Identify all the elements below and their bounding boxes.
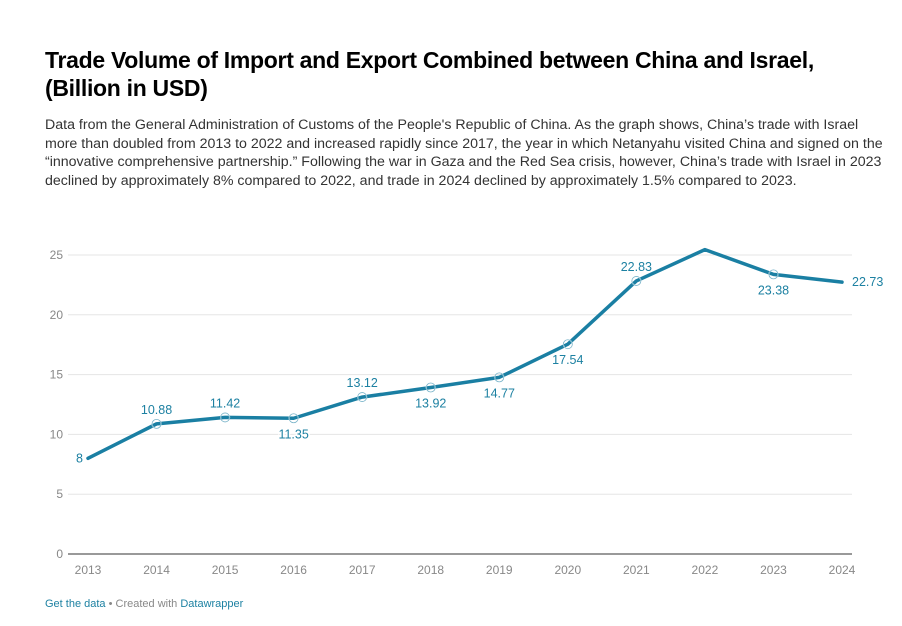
data-label: 10.88 bbox=[141, 403, 172, 417]
datawrapper-link[interactable]: Datawrapper bbox=[180, 598, 244, 610]
chart-title: Trade Volume of Import and Export Combin… bbox=[45, 47, 814, 101]
data-label: 14.77 bbox=[484, 386, 515, 400]
data-point bbox=[562, 339, 573, 350]
data-point bbox=[220, 412, 230, 423]
data-point bbox=[631, 276, 642, 286]
x-tick-label: 2016 bbox=[280, 563, 307, 577]
x-tick-label: 2020 bbox=[554, 563, 581, 577]
y-tick-label: 5 bbox=[56, 487, 63, 501]
data-label: 8 bbox=[76, 451, 83, 465]
x-tick-label: 2015 bbox=[212, 563, 239, 577]
data-label: 11.35 bbox=[278, 427, 308, 441]
x-tick-label: 2024 bbox=[829, 563, 856, 577]
data-point bbox=[357, 392, 368, 402]
y-tick-label: 15 bbox=[50, 368, 64, 382]
series-line bbox=[86, 247, 844, 461]
x-tick-label: 2022 bbox=[692, 563, 719, 577]
footer-separator: • Created with bbox=[105, 598, 181, 610]
y-tick-label: 10 bbox=[50, 427, 64, 441]
data-label: 11.42 bbox=[210, 396, 240, 410]
chart-footer: Get the data • Created with Datawrapper bbox=[45, 598, 243, 610]
data-label: 22.83 bbox=[621, 260, 652, 274]
data-label: 13.12 bbox=[347, 376, 378, 390]
data-point bbox=[768, 269, 779, 280]
x-tick-label: 2017 bbox=[349, 563, 376, 577]
data-label: 23.38 bbox=[758, 283, 789, 297]
x-tick-label: 2014 bbox=[143, 563, 170, 577]
x-tick-label: 2013 bbox=[75, 563, 102, 577]
data-label: 17.54 bbox=[552, 353, 583, 367]
data-point bbox=[288, 413, 299, 424]
data-label: 22.73 bbox=[852, 275, 883, 289]
y-tick-label: 0 bbox=[56, 547, 63, 561]
data-point bbox=[151, 418, 162, 429]
x-tick-label: 2019 bbox=[486, 563, 513, 577]
x-tick-label: 2018 bbox=[417, 563, 444, 577]
y-tick-label: 25 bbox=[50, 248, 64, 262]
y-tick-label: 20 bbox=[50, 308, 64, 322]
data-point bbox=[494, 372, 505, 383]
chart-description: Data from the General Administration of … bbox=[45, 117, 883, 189]
x-tick-label: 2021 bbox=[623, 563, 650, 577]
get-the-data-link[interactable]: Get the data bbox=[45, 598, 106, 610]
data-label: 13.92 bbox=[415, 397, 446, 411]
x-tick-label: 2023 bbox=[760, 563, 787, 577]
data-point bbox=[425, 382, 436, 393]
